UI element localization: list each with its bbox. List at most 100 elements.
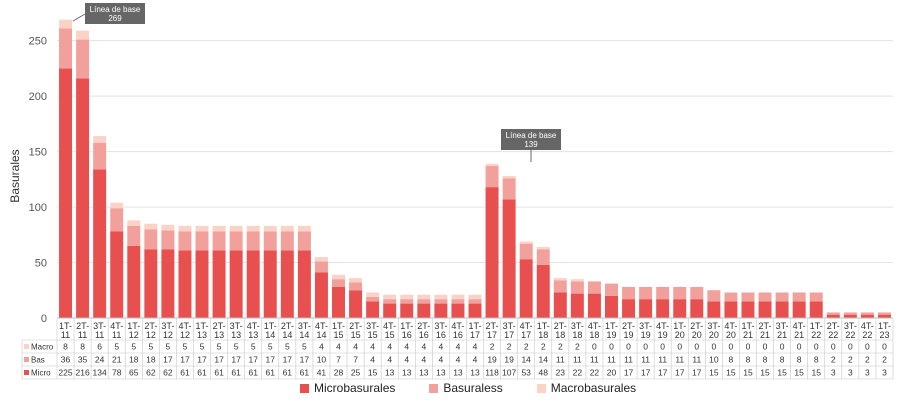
table-cell: 36	[61, 355, 71, 365]
table-cell: 5	[302, 342, 307, 352]
x-tick-label: 2T-	[486, 321, 499, 331]
x-tick-label: 20	[709, 330, 719, 340]
table-cell: 24	[95, 355, 105, 365]
annotation-box	[501, 129, 561, 150]
x-tick-label: 19	[624, 330, 634, 340]
x-tick-label: 14	[265, 330, 275, 340]
bar-bas	[417, 299, 431, 304]
table-cell: 17	[163, 355, 173, 365]
table-cell: 8	[746, 355, 751, 365]
bar-micro	[314, 272, 328, 318]
bar-bas	[144, 229, 158, 250]
table-cell: 0	[865, 342, 870, 352]
table-cell: 35	[78, 355, 88, 365]
x-tick-label: 2T-	[281, 321, 294, 331]
x-tick-label: 1T-	[673, 321, 686, 331]
table-cell: 134	[93, 368, 107, 378]
bar-macro	[366, 292, 380, 297]
table-cell: 41	[317, 368, 327, 378]
bar-micro	[127, 245, 141, 318]
bar-micro	[59, 68, 73, 319]
table-cell: 17	[197, 355, 207, 365]
table-row-label: Macro	[31, 343, 54, 352]
bar-bas	[536, 249, 550, 265]
table-cell: 0	[763, 342, 768, 352]
bar-micro	[775, 301, 789, 318]
table-cell: 15	[743, 368, 753, 378]
x-tick-label: 4T-	[656, 321, 669, 331]
bar-macro	[417, 294, 431, 300]
y-tick-label: 250	[29, 36, 47, 48]
table-cell: 18	[146, 355, 156, 365]
bar-bas	[195, 231, 209, 251]
table-row-label: Bas	[31, 356, 45, 365]
bar-micro	[400, 303, 414, 318]
table-cell: 15	[760, 368, 770, 378]
x-tick-label: 17	[487, 330, 497, 340]
x-tick-label: 2T-	[759, 321, 772, 331]
x-tick-label: 3T-	[161, 321, 174, 331]
x-tick-label: 4T-	[451, 321, 464, 331]
annotation-leader	[72, 13, 86, 22]
bar-micro	[826, 314, 840, 318]
table-cell: 4	[353, 342, 358, 352]
table-cell: 3	[882, 368, 887, 378]
bar-series-group	[57, 19, 893, 319]
x-tick-label: 3T-	[571, 321, 584, 331]
legend-item: Macrobasurales	[536, 381, 637, 395]
x-tick-label: 3T-	[434, 321, 447, 331]
x-tick-label: 11	[112, 330, 121, 340]
table-cell: 11	[556, 355, 565, 365]
x-tick-label: 4T-	[520, 321, 533, 331]
table-cell: 5	[200, 342, 205, 352]
bar-bas	[826, 312, 840, 315]
legend-item: Microbasurales	[300, 381, 395, 395]
table-cell: 22	[573, 368, 583, 378]
bar-macro	[212, 225, 226, 232]
bar-bas	[639, 286, 653, 300]
legend-label: Macrobasurales	[550, 381, 637, 395]
bar-bas	[673, 286, 687, 300]
bar-micro	[263, 250, 277, 318]
x-tick-label: 1T-	[878, 321, 891, 331]
table-cell: 2	[507, 342, 512, 352]
bar-macro	[314, 256, 328, 262]
table-cell: 21	[112, 355, 122, 365]
bar-micro	[144, 249, 158, 318]
x-tick-label: 22	[845, 330, 855, 340]
table-cell: 48	[539, 368, 549, 378]
table-cell: 17	[283, 355, 293, 365]
bar-micro	[110, 231, 124, 318]
table-cell: 2	[524, 342, 529, 352]
table-cell: 17	[231, 355, 241, 365]
table-cell: 61	[197, 368, 207, 378]
table-row-swatch	[24, 370, 29, 375]
table-cell: 4	[336, 342, 341, 352]
bar-bas	[110, 208, 124, 232]
annotation-label: Línea de base	[506, 131, 557, 140]
table-cell: 61	[231, 368, 241, 378]
bar-bas	[178, 231, 192, 251]
table-cell: 28	[334, 368, 344, 378]
bar-micro	[553, 292, 567, 318]
bar-bas	[843, 312, 857, 315]
table-cell: 17	[214, 355, 224, 365]
bar-micro	[417, 303, 431, 318]
bar-bas	[366, 296, 380, 302]
x-tick-label: 17	[521, 330, 531, 340]
x-tick-label: 18	[538, 330, 548, 340]
bar-bas	[59, 28, 73, 69]
table-cell: 0	[643, 342, 648, 352]
table-cell: 13	[385, 368, 395, 378]
bar-bas	[332, 279, 345, 287]
bar-micro	[758, 301, 772, 318]
table-cell: 11	[607, 355, 616, 365]
x-tick-label: 21	[794, 330, 804, 340]
table-cell: 0	[814, 342, 819, 352]
table-cell: 8	[729, 355, 734, 365]
legend-swatch	[429, 383, 439, 393]
table-cell: 3	[848, 368, 853, 378]
x-tick-label: 18	[555, 330, 565, 340]
x-tick-label: 4T-	[178, 321, 191, 331]
table-cell: 5	[251, 342, 256, 352]
